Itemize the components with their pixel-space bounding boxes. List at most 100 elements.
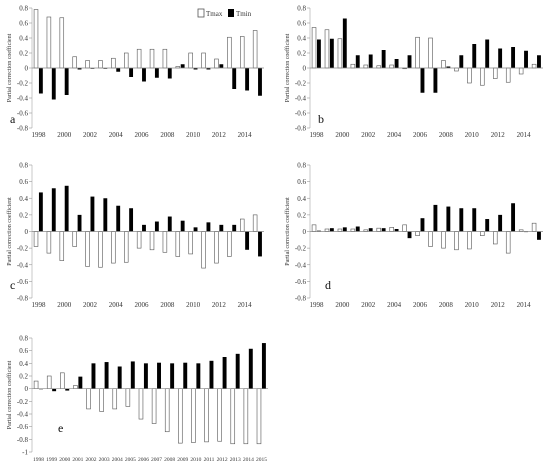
bar-tmin-2001 [355,55,360,68]
bar-tmin-2009 [180,220,185,232]
bar-tmax-2000 [59,17,65,69]
bar-tmax-1999 [46,375,52,389]
x-tick-label: 2006 [413,131,428,139]
x-tick-label: 2012 [212,301,227,309]
bar-tmax-2013 [227,36,232,69]
bar-tmax-2004 [111,231,116,264]
bar-tmax-2003 [376,227,381,232]
y-tick-label: -0.4 [17,411,29,419]
x-tick-label: 2003 [99,457,110,463]
y-tick-label: -0.6 [17,278,29,286]
bar-tmin-2004 [394,59,399,68]
bar-tmin-2013 [232,68,237,89]
x-tick-label: 2005 [125,457,136,463]
legend-tmin-swatch [228,9,234,17]
bar-tmin-2000 [65,388,70,391]
bar-tmin-2002 [90,68,95,69]
bar-tmax-2015 [252,30,258,69]
bar-tmin-2010 [472,44,477,68]
bar-tmax-2012 [214,231,219,264]
bar-tmin-2011 [485,219,490,232]
bar-tmin-2011 [206,68,211,70]
bar-tmax-2000 [59,231,65,261]
panel-label: d [325,278,331,292]
x-tick-label: 2008 [160,301,175,309]
bar-tmax-1998 [311,224,317,232]
y-tick-label: -0.2 [295,80,307,88]
bar-tmax-2001 [350,228,356,232]
x-tick-label: 2007 [151,457,162,463]
bar-tmax-2013 [505,67,511,83]
bar-tmin-2013 [232,224,237,232]
bar-tmin-2002 [90,196,95,232]
bar-tmax-2009 [454,231,459,251]
bar-tmin-1999 [52,388,57,392]
bar-tmin-2009 [459,55,464,68]
bar-tmin-2008 [170,363,175,389]
panel-label: b [318,112,324,126]
bar-tmax-2008 [441,60,446,69]
bar-tmax-2008 [441,231,446,249]
y-tick-label: 0.6 [19,347,28,355]
bar-tmin-2004 [394,229,399,232]
panel-label: a [10,112,16,126]
bar-tmin-2015 [258,68,262,96]
bar-tmin-2008 [446,66,451,68]
bar-tmin-2014 [248,348,253,389]
bar-tmin-2010 [196,363,201,389]
bar-tmin-2014 [245,231,250,250]
y-tick-label: 0.4 [297,195,306,203]
bar-tmax-2009 [175,231,181,257]
y-axis-title: Partial correction coefficient [6,33,13,102]
y-axis-title: Partial correction coefficient [6,197,13,266]
bar-tmin-2007 [154,68,159,78]
bar-tmin-2007 [154,221,159,232]
bar-tmax-2015 [531,222,537,232]
y-tick-label: 0.2 [297,50,306,58]
bar-tmax-2012 [493,231,498,245]
bar-tmin-2012 [498,214,503,232]
bar-tmax-2006 [136,231,142,249]
bar-tmax-2004 [111,57,116,69]
y-tick-label: -0.6 [17,110,29,118]
bar-tmin-2014 [245,68,250,91]
bar-tmin-2002 [368,228,373,232]
y-tick-label: -0.6 [295,278,307,286]
bar-tmax-1998 [33,231,39,247]
bar-tmax-2010 [188,52,193,69]
bar-tmin-2013 [511,203,516,232]
x-tick-label: 2010 [186,301,201,309]
bar-tmax-2015 [252,214,258,232]
x-tick-label: 2014 [238,131,253,139]
bar-tmax-2002 [85,60,90,69]
y-tick-label: -0.4 [295,95,307,103]
x-tick-label: 2012 [491,301,506,309]
y-tick-label: -1 [22,449,28,457]
bar-tmin-2000 [64,185,69,232]
bar-tmax-2014 [240,36,245,69]
y-tick-label: -0.8 [295,125,307,133]
bar-tmax-2002 [363,64,369,69]
x-tick-label: 2010 [465,131,480,139]
bar-tmax-2006 [138,388,144,420]
x-tick-label: 2002 [83,301,98,309]
x-tick-label: 1998 [31,301,46,309]
bar-tmax-1998 [33,9,39,69]
bar-tmax-2012 [217,388,222,442]
x-tick-label: 2014 [517,131,532,139]
bar-tmin-2013 [511,47,516,68]
legend-tmin-label: Tmin [236,10,252,18]
x-tick-label: 2002 [361,131,376,139]
bar-tmin-2004 [116,205,121,232]
bar-tmax-2008 [164,388,170,433]
bar-tmax-2008 [162,48,168,69]
bar-tmin-2012 [219,64,224,68]
bar-tmin-2011 [206,222,211,232]
bar-tmax-2009 [178,388,183,444]
bar-tmin-2003 [103,68,108,69]
bar-tmax-2013 [227,231,232,257]
bar-tmax-2014 [240,218,245,232]
legend: Tmax Tmin [197,8,252,18]
bar-tmax-2015 [531,63,537,69]
bar-tmax-2011 [201,52,206,69]
